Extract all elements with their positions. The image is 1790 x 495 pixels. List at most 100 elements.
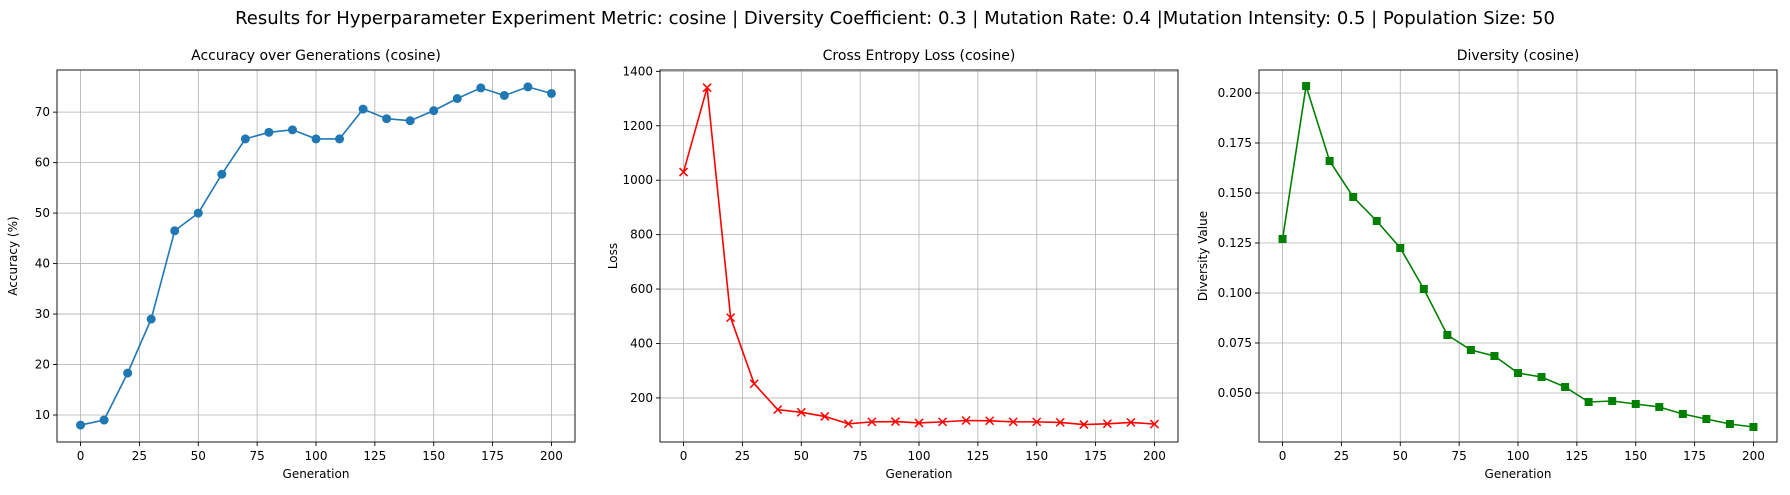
data-point (820, 411, 830, 421)
y-tick-label: 70 (35, 105, 50, 119)
x-tick-label: 125 (363, 449, 386, 463)
data-point-stroke (702, 83, 712, 93)
x-axis-label: Generation (1485, 467, 1552, 481)
x-tick-label: 175 (481, 449, 504, 463)
y-tick-label: 0.175 (1218, 136, 1252, 150)
data-point (382, 114, 392, 124)
x-tick-label: 25 (132, 449, 147, 463)
data-point-stroke (1008, 417, 1018, 427)
data-point (1631, 400, 1640, 408)
y-tick-label: 0.125 (1218, 236, 1252, 250)
chart-title: Diversity (cosine) (1457, 48, 1580, 64)
x-tick-label: 175 (1683, 449, 1706, 463)
data-point (311, 134, 321, 144)
data-point-stroke (773, 405, 783, 415)
data-point (1749, 423, 1758, 431)
data-point (1372, 217, 1381, 225)
data-point (1396, 244, 1405, 252)
data-point (1055, 417, 1065, 427)
y-tick-label: 30 (35, 307, 50, 321)
data-point-stroke (914, 418, 924, 428)
data-point (867, 417, 877, 427)
data-point (1302, 82, 1311, 90)
data-point (1443, 331, 1452, 339)
x-tick-label: 50 (1393, 449, 1408, 463)
data-point (796, 407, 806, 417)
data-point (726, 313, 736, 323)
data-point-stroke (820, 411, 830, 421)
figure-title: Results for Hyperparameter Experiment Me… (235, 8, 1555, 29)
data-point-stroke (1102, 419, 1112, 429)
y-tick-label: 1400 (622, 64, 653, 78)
data-point (99, 415, 109, 425)
x-tick-label: 200 (1143, 449, 1166, 463)
data-point (1419, 285, 1428, 293)
data-point (335, 134, 345, 144)
y-tick-label: 800 (630, 228, 653, 242)
data-point (546, 88, 556, 98)
data-point (679, 167, 689, 177)
chart-3: 0 25 50 75 100 125 150 175 200 0.050 0.075 0.100 0.1… (1196, 48, 1778, 481)
data-point (170, 226, 180, 236)
x-tick-label: 150 (1624, 449, 1647, 463)
data-point (146, 314, 156, 324)
x-axis-label: Generation (283, 467, 350, 481)
y-tick-label: 600 (630, 282, 653, 296)
x-tick-label: 0 (77, 449, 85, 463)
data-point-stroke (679, 167, 689, 177)
data-point (193, 208, 203, 218)
data-point (287, 125, 297, 135)
data-point (429, 106, 439, 116)
chart-title: Cross Entropy Loss (cosine) (823, 48, 1016, 64)
x-tick-label: 125 (1565, 449, 1588, 463)
x-tick-label: 150 (422, 449, 445, 463)
data-point (1702, 415, 1711, 423)
chart-2: 0 25 50 75 100 125 150 175 200 200 400 600 800 1000 12… (606, 48, 1179, 481)
data-point (961, 415, 971, 426)
data-point (890, 417, 900, 427)
data-point (76, 420, 86, 430)
data-point (1678, 410, 1687, 418)
data-point (1608, 397, 1617, 405)
data-point (1126, 417, 1136, 427)
data-point (985, 416, 995, 426)
data-point (1008, 417, 1018, 427)
data-point-stroke (1055, 417, 1065, 427)
y-tick-label: 0.100 (1218, 286, 1252, 300)
data-point-stroke (749, 379, 759, 389)
y-tick-label: 0.050 (1218, 386, 1252, 400)
x-tick-label: 75 (249, 449, 264, 463)
y-tick-label: 1000 (622, 173, 653, 187)
data-point (1032, 417, 1042, 427)
y-tick-label: 400 (630, 336, 653, 350)
y-tick-label: 50 (35, 206, 50, 220)
data-point (1079, 420, 1089, 430)
data-point-stroke (961, 415, 971, 426)
x-tick-label: 100 (305, 449, 328, 463)
data-point-stroke (843, 419, 853, 429)
chart-1: 0 25 50 75 100 125 150 175 200 10 20 30 40 50 60 70 Accu… (6, 48, 576, 481)
y-tick-label: 10 (35, 408, 50, 422)
y-tick-label: 60 (35, 156, 50, 170)
y-tick-label: 0.200 (1218, 86, 1252, 100)
data-point-stroke (726, 313, 736, 323)
x-axis-label: Generation (886, 467, 953, 481)
x-tick-label: 25 (1334, 449, 1349, 463)
data-point (914, 418, 924, 428)
data-point (452, 94, 462, 104)
chart-title: Accuracy over Generations (cosine) (191, 48, 441, 64)
data-point (843, 419, 853, 429)
data-point (1325, 157, 1334, 165)
data-point-stroke (1149, 419, 1159, 429)
data-point (123, 368, 133, 378)
y-tick-label: 20 (35, 358, 50, 372)
data-point (240, 134, 250, 144)
data-point (1466, 346, 1475, 354)
data-point-stroke (890, 417, 900, 427)
data-point (1655, 403, 1664, 411)
x-tick-label: 75 (852, 449, 867, 463)
data-point (1278, 235, 1287, 243)
data-point (405, 116, 415, 126)
data-point (1514, 369, 1522, 377)
x-tick-label: 0 (680, 449, 688, 463)
